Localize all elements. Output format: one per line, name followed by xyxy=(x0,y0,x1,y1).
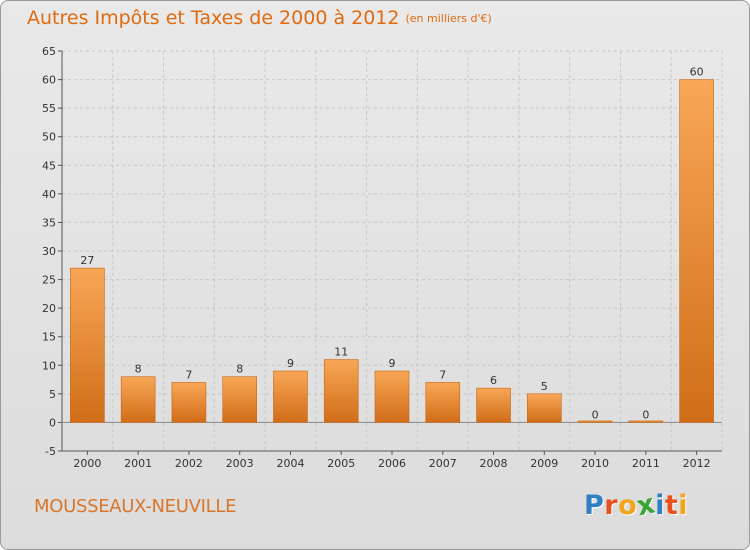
logo-letter: t xyxy=(664,490,679,521)
value-label-2011: 0 xyxy=(642,408,649,421)
x-tick-label-2002: 2002 xyxy=(175,457,203,470)
chart-subtitle: (en milliers d'€) xyxy=(405,12,492,25)
value-label-2005: 11 xyxy=(334,346,348,359)
x-tick-label-2012: 2012 xyxy=(683,457,711,470)
x-tick-label-2009: 2009 xyxy=(530,457,558,470)
value-label-2010: 0 xyxy=(592,408,599,421)
y-tick-label: 0 xyxy=(49,416,56,429)
y-tick-label: 20 xyxy=(42,302,56,315)
bar-2005 xyxy=(323,359,359,423)
bar-2012 xyxy=(679,79,714,423)
y-tick-label: 50 xyxy=(42,131,56,144)
bar-2009 xyxy=(527,393,562,423)
chart-title-text: Autres Impôts et Taxes de 2000 à 2012 xyxy=(27,7,400,29)
value-label-2006: 9 xyxy=(389,357,396,370)
bar-2002 xyxy=(171,382,207,423)
x-tick-label-2007: 2007 xyxy=(429,457,457,470)
x-tick-label-2008: 2008 xyxy=(480,457,508,470)
bar-2008 xyxy=(476,387,511,423)
x-tick-label-2005: 2005 xyxy=(327,457,355,470)
x-tick-label-2011: 2011 xyxy=(632,457,660,470)
value-label-2008: 6 xyxy=(490,374,497,387)
y-tick-label: 45 xyxy=(42,159,56,172)
value-label-2012: 60 xyxy=(690,66,704,79)
bars xyxy=(70,79,714,423)
x-tick-label-2000: 2000 xyxy=(73,457,101,470)
logo-letter: P xyxy=(584,490,605,521)
y-tick-label: 40 xyxy=(42,188,56,201)
y-tick-label: 25 xyxy=(42,274,56,287)
x-tick-label-2001: 2001 xyxy=(124,457,152,470)
x-tick-label-2006: 2006 xyxy=(378,457,406,470)
y-tick-label: 60 xyxy=(42,74,56,87)
y-tick-label: 10 xyxy=(42,359,56,372)
bar-2006 xyxy=(374,370,410,423)
labels: -505101520253035404550556065272000820017… xyxy=(42,45,711,470)
value-label-2007: 7 xyxy=(439,368,446,381)
logo-letter: r xyxy=(604,490,619,521)
value-label-2004: 9 xyxy=(287,357,294,370)
y-tick-label: 35 xyxy=(42,216,56,229)
bar-2003 xyxy=(222,376,257,423)
value-label-2003: 8 xyxy=(236,363,243,376)
logo-letter: i xyxy=(655,490,665,521)
value-label-2001: 8 xyxy=(135,363,142,376)
y-tick-label: 55 xyxy=(42,102,56,115)
bar-2000 xyxy=(70,267,105,423)
commune-name: MOUSSEAUX-NEUVILLE xyxy=(34,496,237,517)
bar-2010 xyxy=(577,420,613,423)
value-label-2000: 27 xyxy=(80,254,94,267)
y-tick-label: 15 xyxy=(42,331,56,344)
y-tick-label: -5 xyxy=(45,445,56,458)
chart-title: Autres Impôts et Taxes de 2000 à 2012 (en… xyxy=(27,7,492,29)
logo-letter: o xyxy=(618,490,638,521)
bar-2011 xyxy=(628,420,664,423)
x-tick-label-2003: 2003 xyxy=(226,457,254,470)
y-tick-label: 65 xyxy=(42,45,56,58)
x-tick-label-2010: 2010 xyxy=(581,457,609,470)
x-tick-label-2004: 2004 xyxy=(276,457,304,470)
y-tick-label: 5 xyxy=(49,388,56,401)
value-label-2002: 7 xyxy=(185,368,192,381)
bar-2007 xyxy=(425,382,461,423)
proxiti-logo[interactable]: Proxiti xyxy=(584,488,689,522)
y-tick-label: 30 xyxy=(42,245,56,258)
value-label-2009: 5 xyxy=(541,380,548,393)
bar-2001 xyxy=(120,376,156,423)
bar-2004 xyxy=(273,370,308,423)
logo-letter: i xyxy=(678,490,689,521)
